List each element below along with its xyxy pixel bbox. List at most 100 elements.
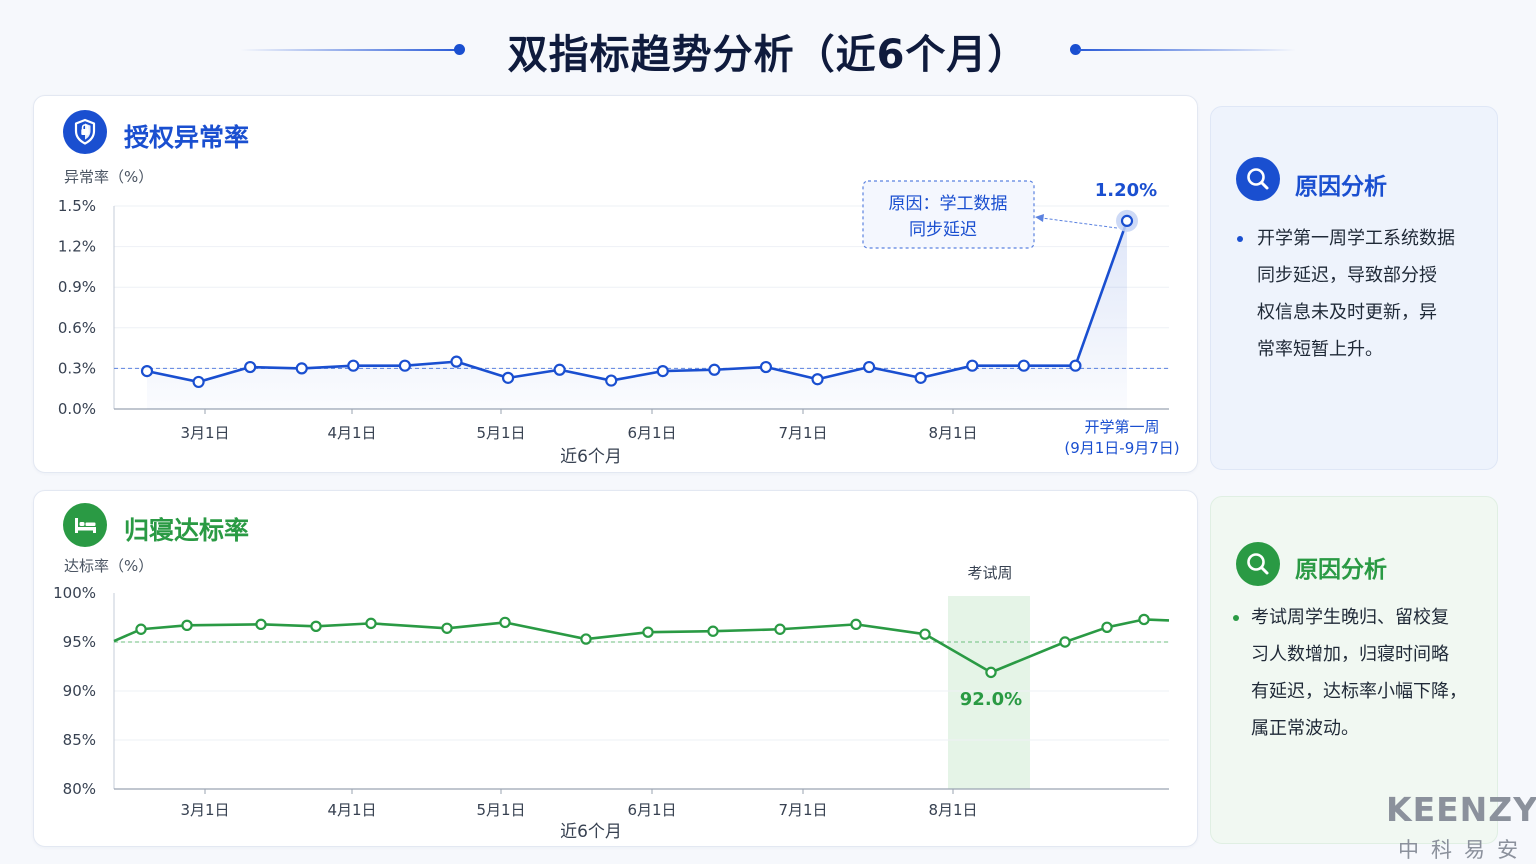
y-axis-label: 达标率（%） xyxy=(64,557,153,575)
data-point xyxy=(441,622,453,634)
auth-analysis-title: 原因分析 xyxy=(1295,174,1387,200)
x-axis-label: 近6个月 xyxy=(560,447,622,467)
data-point xyxy=(914,371,927,384)
x-tick-label: 3月1日 xyxy=(180,424,229,442)
auth-anomaly-heading: 授权异常率 xyxy=(124,123,250,152)
x-axis-label: 近6个月 xyxy=(560,822,622,842)
data-point xyxy=(863,360,876,374)
x-tick-label: 4月1日 xyxy=(327,801,376,819)
brand-logo-subtitle: 中科易安 xyxy=(1398,838,1530,862)
y-tick-label: 100% xyxy=(53,584,96,602)
data-point xyxy=(553,363,566,376)
y-tick-label: 85% xyxy=(63,731,96,749)
annotation-text: 原因：学工数据 xyxy=(889,194,1008,214)
dorm-analysis-title: 原因分析 xyxy=(1295,557,1387,583)
data-point xyxy=(656,365,669,378)
title-dot-right xyxy=(1070,44,1081,55)
data-point xyxy=(1101,621,1113,633)
data-point xyxy=(501,371,515,384)
data-point xyxy=(499,616,511,629)
data-point xyxy=(1017,359,1030,372)
y-tick-label: 1.5% xyxy=(58,197,96,215)
auth-anomaly-chart: 异常率（%） 0.0% 0.3% 0.6% 0.9% 1.2% 1.5% 3月1日 4月1日 5月… xyxy=(58,168,1180,467)
bullet-dot xyxy=(1237,236,1243,242)
peak-label: 1.20% xyxy=(1095,180,1157,201)
y-axis-label: 异常率（%） xyxy=(64,168,153,186)
data-point xyxy=(759,360,773,374)
data-point xyxy=(181,619,193,632)
data-point xyxy=(707,625,719,637)
title-bar: 双指标趋势分析（近6个月） xyxy=(0,18,1536,82)
dorm-analysis-text: 考试周学生晚归、留校复 习人数增加，归寝时间略 有延迟，达标率小幅下降， 属正常… xyxy=(1251,607,1467,739)
dorm-return-heading: 归寝达标率 xyxy=(124,516,250,545)
y-tick-label: 1.2% xyxy=(58,238,96,256)
dorm-return-card: 归寝达标率 达标率（%） 考试周 80% 85% 90% 95% 100% 3月1日 4月1日 5… xyxy=(33,490,1198,847)
data-point xyxy=(708,363,721,376)
annotation-text: 同步延迟 xyxy=(909,220,977,240)
x-tick-label: 5月1日 xyxy=(476,801,525,819)
x-tick-label: 8月1日 xyxy=(928,424,977,442)
x-tick-label: 6月1日 xyxy=(627,801,676,819)
bullet-dot xyxy=(1233,615,1239,621)
data-point xyxy=(642,626,654,638)
data-point xyxy=(919,628,931,640)
x-tick-label: 6月1日 xyxy=(627,424,676,442)
data-point xyxy=(1120,214,1134,227)
search-icon xyxy=(1236,542,1280,586)
series-line xyxy=(146,220,1129,384)
data-point xyxy=(192,375,205,389)
data-point xyxy=(295,362,308,375)
data-point xyxy=(450,355,463,368)
y-tick-label: 0.9% xyxy=(58,278,96,296)
y-tick-label: 90% xyxy=(63,682,96,700)
data-point xyxy=(605,374,618,387)
data-point xyxy=(966,359,979,372)
data-point xyxy=(135,623,147,635)
data-point xyxy=(140,365,154,378)
dorm-return-chart: 达标率（%） 考试周 80% 85% 90% 95% 100% 3月1日 4月1日 5月1日 6月1… xyxy=(53,557,1170,842)
x-tick-label: 5月1日 xyxy=(476,424,525,442)
annotation-arrow-line xyxy=(1041,217,1118,229)
data-point xyxy=(1069,359,1082,372)
auth-anomaly-card: 授权异常率 异常率（%） 0.0% 0.3% 0.6% 0.9% 1.2% 1.5% 3月1日… xyxy=(33,95,1198,473)
x-tick-label: 7月1日 xyxy=(778,424,827,442)
data-point xyxy=(255,618,267,631)
x-end-label: 开学第一周 xyxy=(1084,418,1159,436)
x-tick-label: 8月1日 xyxy=(928,801,977,819)
data-point xyxy=(398,359,411,372)
data-point xyxy=(347,359,360,372)
data-point xyxy=(774,623,786,635)
search-icon xyxy=(1236,157,1280,201)
dorm-analysis-panel: 原因分析 考试周学生晚归、留校复 习人数增加，归寝时间略 有延迟，达标率小幅下降… xyxy=(1210,496,1498,844)
y-tick-label: 80% xyxy=(63,780,96,798)
data-point xyxy=(365,617,377,630)
data-point xyxy=(244,360,257,374)
data-point xyxy=(580,633,592,645)
annotation-arrow-head xyxy=(1035,214,1044,222)
y-tick-label: 95% xyxy=(63,633,96,651)
title-line-right xyxy=(1078,49,1296,51)
y-tick-label: 0.0% xyxy=(58,400,96,418)
bed-icon xyxy=(63,503,107,547)
y-tick-label: 0.3% xyxy=(58,359,96,377)
data-point xyxy=(310,620,322,633)
brand-logo: KEENZY xyxy=(1386,790,1536,829)
data-point xyxy=(811,373,824,386)
y-tick-label: 0.6% xyxy=(58,319,96,337)
auth-analysis-text: 开学第一周学工系统数据 同步延迟，导致部分授 权信息未及时更新，异 常率短暂上升… xyxy=(1257,228,1455,360)
data-point xyxy=(985,666,997,679)
area-fill xyxy=(147,220,1127,409)
annotation-box xyxy=(862,180,1035,249)
data-point xyxy=(1059,636,1071,648)
min-label: 92.0% xyxy=(960,689,1022,710)
shield-icon xyxy=(63,110,107,154)
data-point xyxy=(850,618,862,631)
exam-week-band xyxy=(948,596,1030,789)
x-tick-label: 3月1日 xyxy=(180,801,229,819)
page-title: 双指标趋势分析（近6个月） xyxy=(507,32,1029,78)
x-end-label: (9月1日-9月7日) xyxy=(1064,439,1179,457)
data-point xyxy=(1138,613,1150,626)
title-line-left xyxy=(240,49,458,51)
auth-analysis-panel: 原因分析 开学第一周学工系统数据 同步延迟，导致部分授 权信息未及时更新，异 常… xyxy=(1210,106,1498,470)
x-tick-label: 7月1日 xyxy=(778,801,827,819)
